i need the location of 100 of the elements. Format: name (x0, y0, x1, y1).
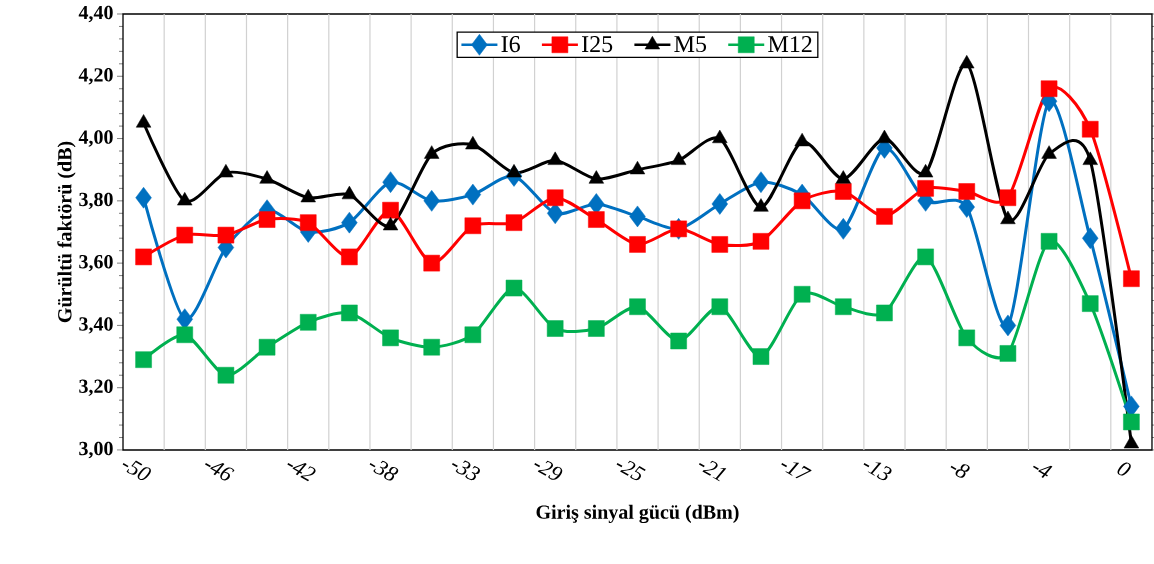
point (505, 279, 523, 297)
y-axis-title: Gürültü faktörü (dB) (57, 141, 76, 323)
x-tick-label: 0 (1117, 462, 1131, 476)
point (135, 114, 152, 128)
point (917, 164, 934, 178)
point (752, 171, 770, 193)
x-tick-label: -25 (616, 460, 646, 481)
point (258, 338, 276, 356)
point (464, 217, 482, 235)
x-tick-label: -42 (287, 463, 316, 482)
y-tick-label: 3,20 (79, 379, 113, 396)
legend-label: I25 (582, 36, 613, 53)
point (382, 329, 399, 347)
point (835, 218, 852, 240)
point (176, 326, 193, 344)
point (341, 185, 357, 200)
x-tick-label: -21 (698, 460, 727, 482)
point (299, 214, 317, 231)
y-tick-label: 4,20 (78, 68, 113, 85)
point (1041, 145, 1057, 159)
point (176, 226, 193, 244)
point (300, 188, 316, 203)
x-tick-label: -8 (950, 464, 970, 478)
point (341, 248, 358, 266)
point (217, 366, 235, 384)
point (258, 211, 276, 228)
point (629, 236, 646, 253)
point (999, 189, 1017, 206)
point (876, 208, 893, 225)
point (752, 233, 770, 250)
x-tick-label: -33 (452, 460, 480, 481)
y-tick-label: 3,60 (79, 254, 113, 272)
point (958, 329, 976, 347)
point (1040, 233, 1058, 250)
point (999, 345, 1017, 362)
point (835, 298, 852, 315)
y-tick-label: 4,00 (78, 130, 113, 147)
point (382, 171, 399, 193)
point (1082, 151, 1098, 165)
point (177, 192, 193, 206)
point (423, 338, 440, 356)
point (712, 129, 728, 144)
x-tick-label: -50 (122, 460, 151, 481)
y-tick-label: 3,00 (79, 441, 113, 459)
x-tick-label: -38 (369, 460, 399, 481)
point (588, 211, 605, 228)
point (341, 304, 358, 322)
point (753, 198, 769, 212)
point (711, 298, 729, 315)
point (382, 217, 399, 231)
legend-label: I6 (501, 36, 520, 53)
point (793, 192, 811, 210)
point (423, 190, 440, 212)
point (711, 193, 728, 215)
point (917, 248, 934, 266)
point (464, 183, 481, 206)
point (1082, 227, 1099, 249)
point (917, 180, 934, 197)
point (135, 248, 152, 266)
point (670, 332, 687, 350)
point (959, 55, 975, 69)
point (629, 205, 646, 228)
legend-label: M12 (768, 36, 812, 52)
point (876, 304, 893, 322)
x-axis-title: Giriş sinyal gücü (dBm) (536, 504, 739, 524)
point (1000, 210, 1016, 225)
point (423, 254, 440, 272)
point (876, 129, 893, 144)
x-tick-label: -29 (534, 460, 563, 480)
point (218, 164, 234, 178)
point (835, 183, 852, 200)
point (793, 286, 811, 303)
point (341, 211, 358, 234)
x-tick-label: -4 (1033, 465, 1053, 478)
point (1123, 413, 1140, 431)
point (135, 186, 152, 209)
x-tick-label: -13 (863, 462, 892, 481)
y-tick-label: 3,40 (79, 317, 113, 334)
point (1040, 80, 1058, 97)
x-tick-label: -17 (781, 462, 812, 479)
point (217, 226, 235, 244)
point (629, 160, 646, 175)
point (835, 170, 851, 184)
point (1123, 270, 1140, 287)
point (382, 201, 399, 219)
point (547, 151, 563, 165)
point (259, 170, 275, 184)
point (1081, 295, 1099, 312)
point (464, 326, 482, 344)
point (794, 132, 810, 147)
point (1081, 120, 1099, 138)
point (299, 314, 317, 331)
point (629, 298, 646, 315)
point (506, 164, 522, 178)
point (465, 136, 481, 150)
point (752, 348, 770, 365)
y-tick-label: 3,80 (79, 192, 113, 210)
point (999, 314, 1017, 337)
point (424, 145, 440, 159)
point (671, 151, 687, 165)
